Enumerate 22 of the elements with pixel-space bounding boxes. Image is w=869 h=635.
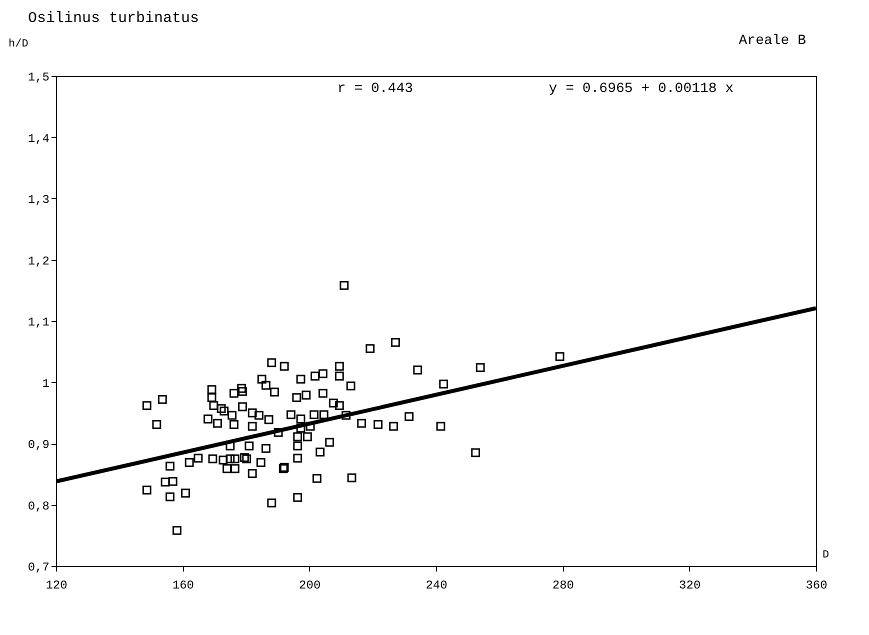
x-tick-label: 360 <box>806 578 828 592</box>
y-tick-label: 1,5 <box>28 70 50 84</box>
y-tick-label: 1,2 <box>28 254 50 268</box>
y-tick-label: 0,7 <box>28 560 50 574</box>
x-tick-label: 160 <box>172 578 194 592</box>
y-tick-label: 1 <box>42 376 50 391</box>
x-tick-label: 320 <box>679 578 701 592</box>
y-axis-title: h/D <box>8 38 29 50</box>
y-tick-label: 0,9 <box>28 438 50 452</box>
annotation: r = 0.443 <box>337 81 414 97</box>
y-tick-label: 1,4 <box>28 132 50 146</box>
x-tick-label: 200 <box>299 578 321 592</box>
y-tick-label: 1,1 <box>28 316 50 330</box>
x-axis-title: D <box>822 550 830 562</box>
y-tick-label: 0,8 <box>28 499 50 514</box>
annotation: y = 0.6965 + 0.00118 x <box>548 81 734 97</box>
y-tick-label: 1,3 <box>28 193 50 207</box>
chart-title: Osilinus turbinatus <box>28 10 200 27</box>
x-tick-label: 280 <box>552 578 574 592</box>
text: Areale B <box>738 33 806 49</box>
x-tick-label: 120 <box>46 578 68 592</box>
x-tick-label: 240 <box>426 578 448 592</box>
